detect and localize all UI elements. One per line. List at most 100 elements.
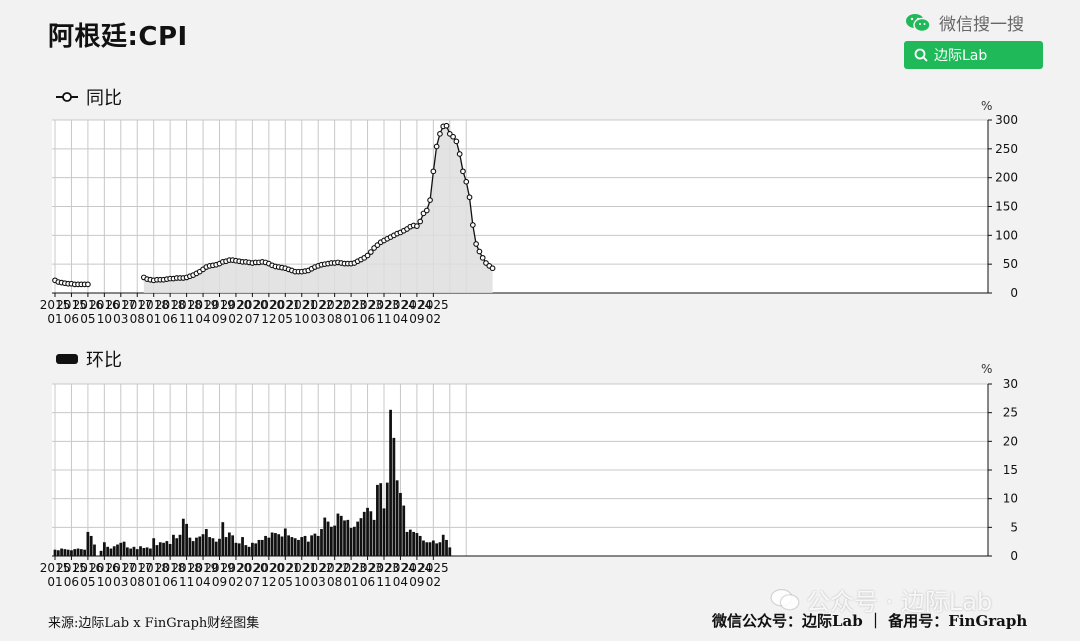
mom-xtick-month: 04 (195, 575, 210, 589)
mom-xtick-year: 2021 (270, 561, 301, 575)
mom-bar (244, 545, 248, 556)
yoy-xtick-year: 2018 (155, 298, 186, 312)
mom-xtick-year: 2018 (171, 561, 202, 575)
mom-bar (63, 549, 67, 556)
yoy-point (473, 241, 479, 247)
mom-bar (422, 540, 425, 556)
mom-bar (359, 518, 363, 556)
mom-bar (418, 535, 422, 556)
mom-bar (231, 535, 235, 556)
mom-bar (329, 526, 333, 556)
yoy-xtick-month: 01 (343, 312, 358, 326)
mom-bar (135, 549, 139, 556)
wechat-search-brand: 微信搜一搜 (905, 10, 1024, 35)
yoy-point (417, 218, 424, 225)
mom-bar (251, 542, 254, 556)
yoy-xtick-month: 04 (393, 312, 408, 326)
mom-bar (237, 543, 241, 556)
yoy-xtick-year: 2022 (303, 298, 334, 312)
mom-bar (290, 537, 294, 556)
mom-xtick-month: 05 (80, 575, 95, 589)
mom-xtick-month: 10 (97, 575, 112, 589)
yoy-xtick-year: 2020 (237, 298, 268, 312)
yoy-point (427, 197, 433, 204)
yoy-xtick-year: 2016 (89, 298, 120, 312)
mom-bar (313, 533, 317, 556)
yoy-xtick-year: 2021 (270, 298, 301, 312)
mom-ytick-label: 5 (1010, 520, 1018, 534)
yoy-ytick-label: 100 (995, 228, 1018, 242)
mom-xtick-month: 10 (294, 575, 309, 589)
mom-xtick-year: 2018 (138, 561, 169, 575)
yoy-xtick-year: 2015 (40, 298, 71, 312)
yoy-point (479, 254, 486, 261)
yoy-xtick-month: 11 (179, 312, 194, 326)
yoy-xtick-year: 2020 (254, 298, 285, 312)
yoy-xtick-year: 2016 (73, 298, 104, 312)
mom-bar (293, 538, 297, 556)
search-text: 边际Lab (934, 48, 988, 64)
mom-xtick-month: 06 (163, 575, 178, 589)
mom-ytick-label: 15 (1003, 463, 1018, 477)
mom-xtick-month: 09 (409, 575, 424, 589)
legend-yoy-label: 同比 (86, 88, 122, 109)
search-box[interactable]: 边际Lab (904, 41, 1043, 69)
yoy-xtick-year: 2020 (221, 298, 252, 312)
yoy-point (423, 207, 430, 214)
yoy-xtick-month: 05 (278, 312, 293, 326)
mom-ytick-label: 25 (1003, 406, 1018, 420)
mom-xtick-month: 02 (426, 575, 441, 589)
mom-xtick-year: 2018 (155, 561, 186, 575)
mom-bar (172, 534, 175, 556)
mom-bar (201, 534, 205, 556)
yoy-xtick-month: 08 (327, 312, 342, 326)
yoy-xtick-month: 07 (245, 312, 260, 326)
mom-bar (139, 546, 142, 556)
mom-bar (323, 517, 327, 556)
mom-bar (372, 519, 376, 556)
mom-xtick-year: 2015 (56, 561, 87, 575)
mom-bar (60, 548, 63, 556)
mom-bar (99, 550, 103, 556)
mom-bar (349, 527, 353, 556)
mom-bar (102, 542, 106, 556)
mom-bar (152, 538, 156, 556)
mom-bar (198, 536, 202, 556)
yoy-point (414, 223, 420, 229)
yoy-point (85, 281, 91, 288)
footer-account: 微信公众号：边际Lab ｜ 备用号：FinGraph (712, 612, 1028, 630)
yoy-xtick-year: 2021 (286, 298, 317, 312)
mom-bar (106, 546, 110, 556)
yoy-point (469, 222, 476, 228)
mom-bar (247, 546, 251, 556)
mom-bar (165, 541, 169, 556)
mom-bar (53, 549, 57, 556)
yoy-xtick-month: 01 (47, 312, 62, 326)
yoy-xtick-year: 2023 (352, 298, 383, 312)
bottom-unit-label: % (981, 362, 993, 376)
mom-bar (234, 542, 238, 556)
yoy-xtick-year: 2023 (336, 298, 367, 312)
mom-bar (119, 542, 123, 556)
mom-xtick-year: 2020 (237, 561, 268, 575)
mom-bar (435, 543, 439, 556)
mom-bar (175, 538, 179, 556)
yoy-xtick-year: 2018 (138, 298, 169, 312)
mom-bar (362, 511, 366, 556)
mom-bar (264, 535, 267, 556)
mom-bar (316, 535, 320, 556)
mom-bar (438, 542, 442, 556)
mom-bar (379, 483, 383, 556)
yoy-xtick-month: 10 (294, 312, 309, 326)
mom-bar (122, 541, 126, 556)
yoy-ytick-label: 250 (995, 142, 1018, 156)
mom-bar (310, 535, 314, 556)
legend-yoy: 同比 (56, 84, 122, 110)
yoy-ytick-label: 300 (995, 113, 1018, 127)
yoy-xtick-month: 09 (212, 312, 227, 326)
mom-ytick-label: 0 (1010, 549, 1018, 563)
mom-bar (83, 549, 86, 556)
yoy-xtick-year: 2025 (418, 298, 449, 312)
mom-xtick-month: 07 (245, 575, 260, 589)
mom-ytick-label: 20 (1003, 434, 1018, 448)
